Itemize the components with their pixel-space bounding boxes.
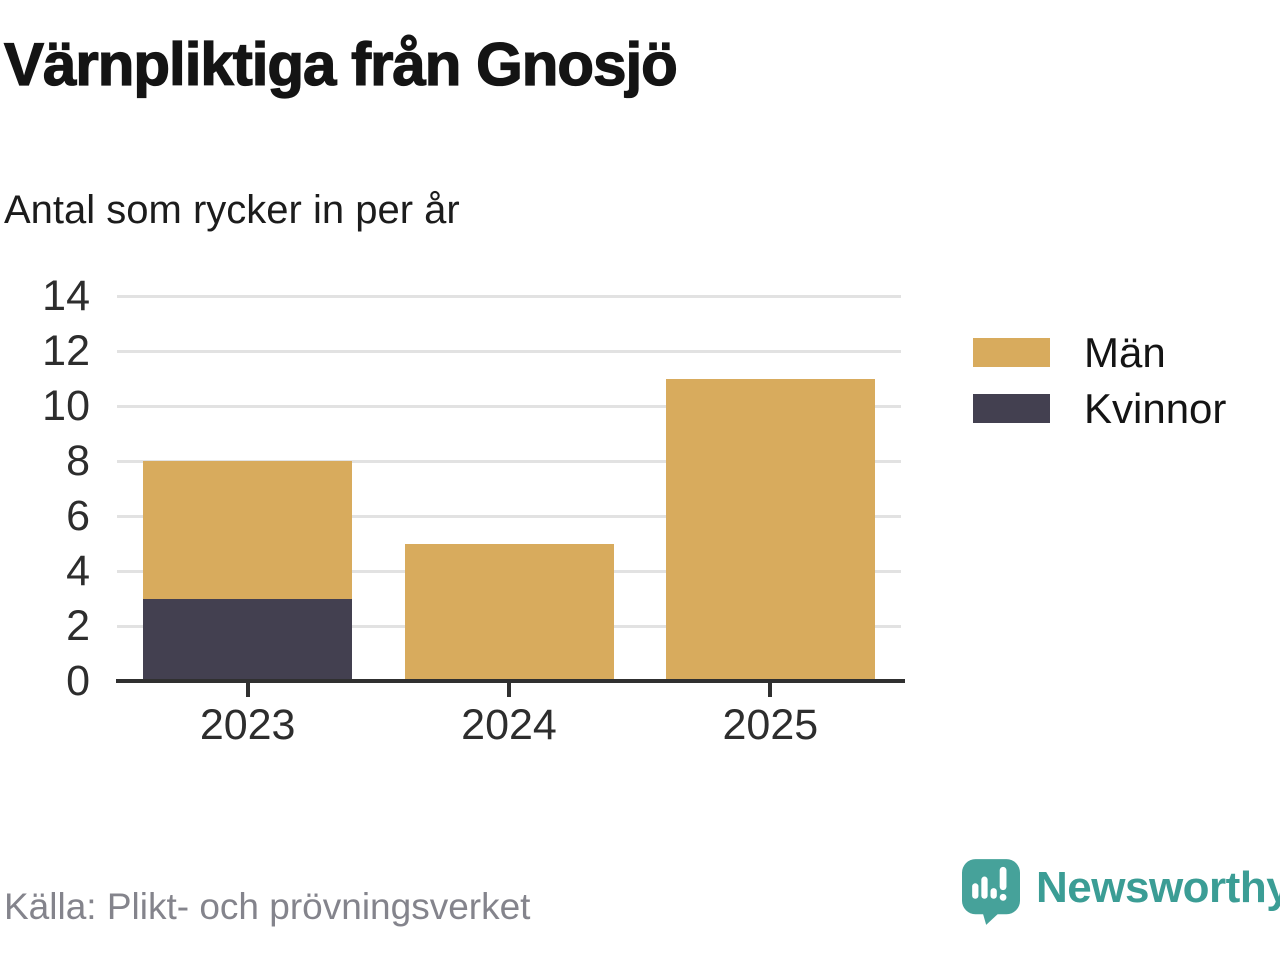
bar-segment-2025-Män <box>665 378 875 681</box>
y-tick-label: 0 <box>66 657 90 705</box>
y-tick-label: 6 <box>66 492 90 540</box>
y-tick-label: 2 <box>66 602 90 650</box>
chart-title: Värnpliktiga från Gnosjö <box>3 30 678 98</box>
y-tick-label: 8 <box>66 437 90 485</box>
bar-segment-2023-Män <box>143 461 353 599</box>
legend-swatch <box>973 338 1050 367</box>
newsworthy-speech-bubble-icon <box>962 859 1020 925</box>
gridline-6 <box>117 515 901 518</box>
x-tick-2025 <box>768 681 773 697</box>
legend-item-Kvinnor: Kvinnor <box>973 387 1226 429</box>
legend: Män Kvinnor <box>973 331 1226 450</box>
y-tick-label: 12 <box>42 327 90 375</box>
bar-segment-2024-Män <box>404 543 614 681</box>
x-tick-2024 <box>507 681 511 697</box>
newsworthy-logo-link[interactable]: Newsworthy <box>962 858 1280 926</box>
y-tick-label: 14 <box>42 272 90 320</box>
x-tick-label: 2025 <box>722 701 819 749</box>
legend-swatch <box>973 394 1050 423</box>
gridline-14 <box>117 295 901 298</box>
legend-label: Kvinnor <box>1084 384 1227 432</box>
newsworthy-wordmark: Newsworthy <box>1036 863 1280 912</box>
chart-subtitle: Antal som rycker in per år <box>4 188 460 232</box>
x-tick-label: 2023 <box>199 701 296 749</box>
source-caption: Källa: Plikt- och prövningsverket <box>4 886 531 927</box>
y-tick-label: 4 <box>66 547 90 595</box>
x-tick-label: 2024 <box>461 701 557 749</box>
gridline-12 <box>117 350 901 353</box>
gridline-8 <box>117 460 901 463</box>
bar-segment-2023-Kvinnor <box>143 598 353 681</box>
gridline-10 <box>117 405 901 408</box>
x-axis-line <box>116 679 905 683</box>
y-tick-label: 10 <box>42 382 90 430</box>
legend-item-Män: Män <box>973 331 1226 373</box>
x-tick-2023 <box>245 681 250 697</box>
legend-label: Män <box>1084 328 1166 376</box>
